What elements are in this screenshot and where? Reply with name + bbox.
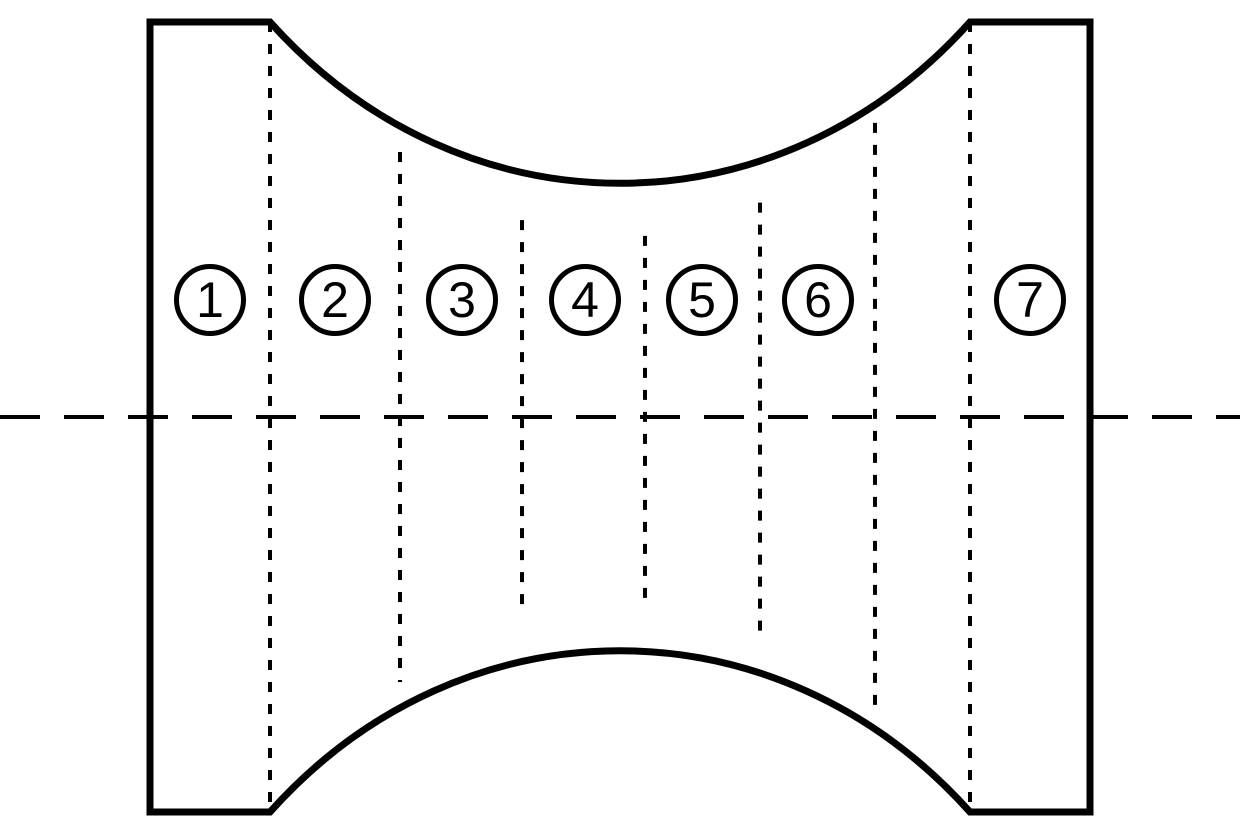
zone-label-5: 5 (666, 264, 738, 336)
zone-label-6: 6 (782, 264, 854, 336)
zone-label-7: 7 (994, 264, 1066, 336)
zone-label-1: 1 (174, 264, 246, 336)
diagram-svg (0, 0, 1240, 835)
zone-label-3: 3 (426, 264, 498, 336)
zone-label-4: 4 (549, 264, 621, 336)
zone-label-2: 2 (299, 264, 371, 336)
specimen-diagram: 123456 7 (0, 0, 1240, 835)
